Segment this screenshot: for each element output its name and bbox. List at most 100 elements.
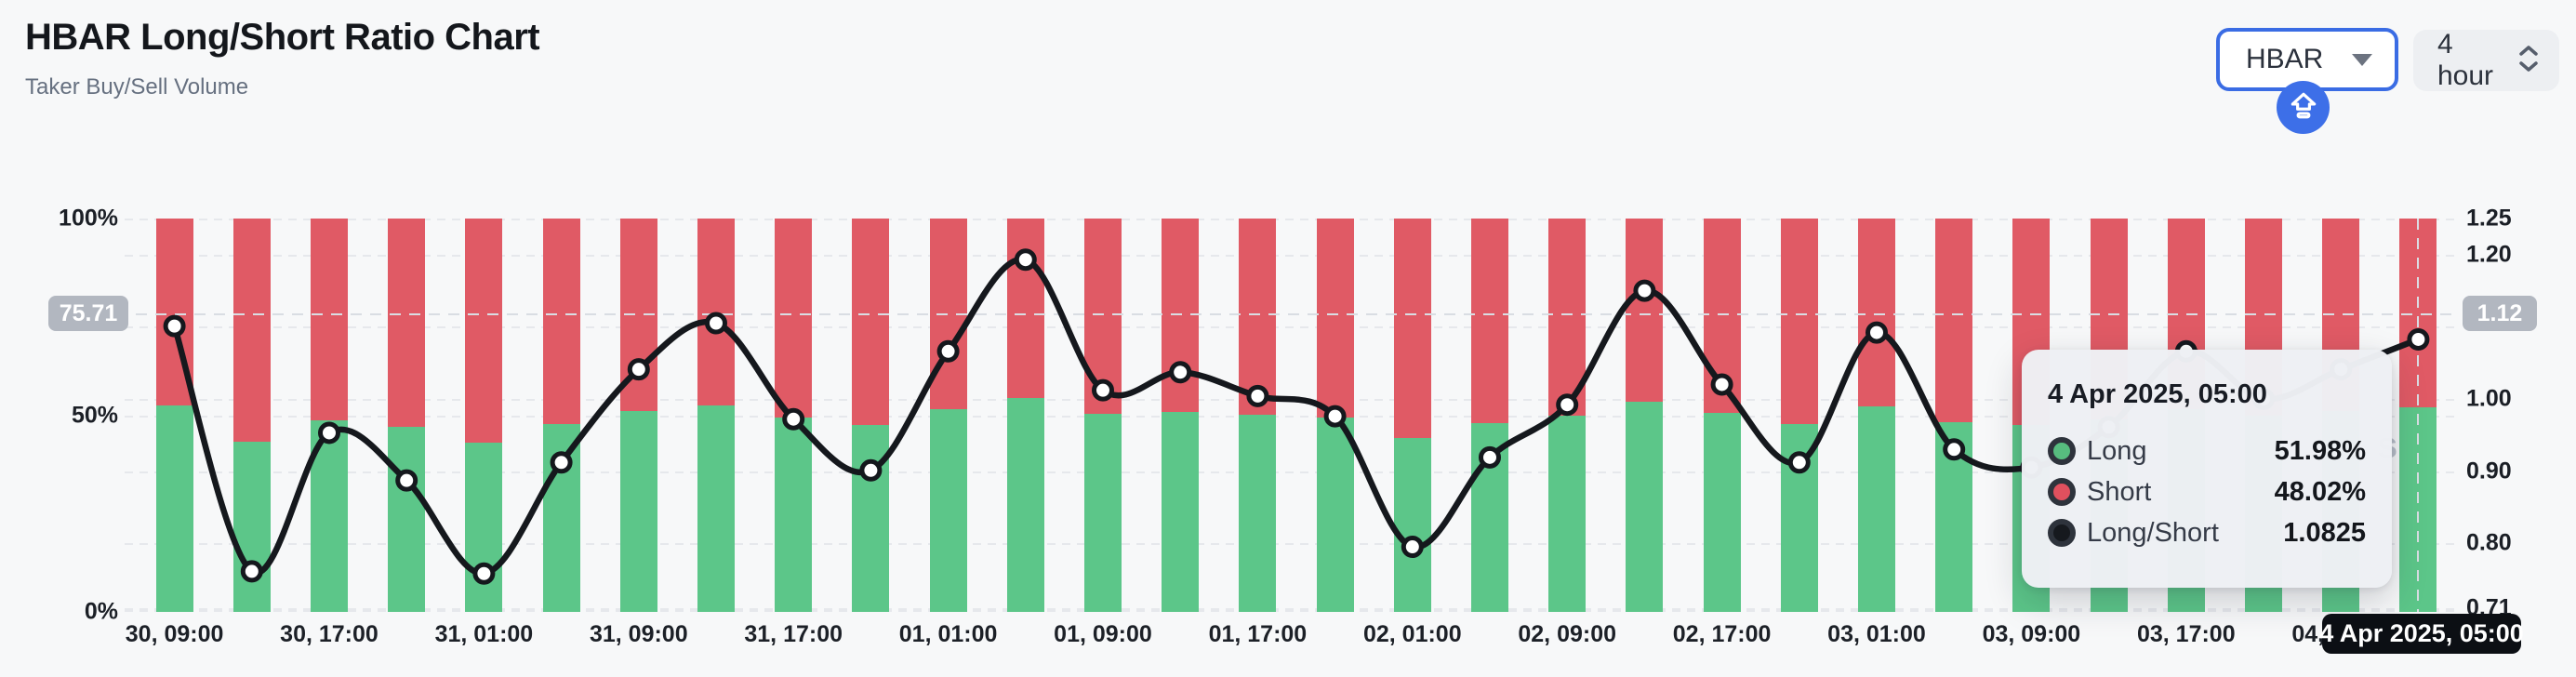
gridline	[125, 416, 2457, 418]
data-point-marker-18[interactable]	[1556, 393, 1579, 417]
crosshair-vertical-line	[2417, 219, 2420, 612]
long-segment	[1239, 415, 1277, 612]
short-segment	[1935, 219, 1973, 423]
long-segment	[388, 427, 426, 612]
short-segment	[388, 219, 426, 428]
gridline	[125, 471, 2457, 473]
bar-22[interactable]	[1858, 219, 1895, 612]
short-segment	[775, 219, 813, 418]
bar-17[interactable]	[1471, 219, 1508, 612]
bar-9[interactable]	[852, 219, 890, 612]
short-segment	[1239, 219, 1277, 416]
data-point-marker-17[interactable]	[1479, 445, 1501, 469]
right-axis-label: 1.00	[2466, 385, 2512, 412]
tooltip-row: Long/Short 1.0825	[2048, 512, 2366, 553]
bar-8[interactable]	[775, 219, 813, 612]
long-segment	[1162, 411, 1200, 612]
data-point-marker-12[interactable]	[1092, 378, 1114, 402]
series-marker-icon	[2048, 437, 2076, 465]
long-segment	[1316, 418, 1354, 612]
tooltip-row: Short 48.02%	[2048, 471, 2366, 512]
series-marker-icon	[2048, 478, 2076, 506]
short-segment	[697, 219, 735, 405]
right-axis-label: 0.90	[2466, 458, 2512, 485]
x-axis-label: 31, 01:00	[434, 621, 534, 647]
data-point-marker-3[interactable]	[395, 469, 418, 492]
crosshair-horizontal-line	[136, 313, 2457, 315]
short-segment	[1316, 219, 1354, 418]
bar-18[interactable]	[1548, 219, 1587, 612]
gridline	[125, 326, 2457, 328]
long-segment	[232, 442, 271, 612]
x-axis-label: 02, 01:00	[1362, 621, 1462, 647]
x-axis-label: 30, 17:00	[280, 621, 378, 647]
data-point-marker-15[interactable]	[1323, 405, 1347, 428]
short-segment	[542, 219, 580, 425]
bar-0[interactable]	[155, 219, 193, 612]
data-point-marker-2[interactable]	[318, 421, 340, 445]
data-point-marker-11[interactable]	[1014, 248, 1037, 272]
crosshair-left-value-badge: 75.71	[48, 296, 128, 331]
x-axis-label: 30, 09:00	[125, 621, 224, 647]
short-segment	[852, 219, 890, 426]
long-segment	[619, 411, 657, 612]
bar-11[interactable]	[1006, 219, 1044, 612]
data-point-marker-4[interactable]	[472, 562, 496, 585]
data-point-marker-29[interactable]	[2407, 327, 2430, 351]
x-axis-label: 31, 09:00	[589, 621, 688, 647]
symbol-dropdown-value: HBAR	[2246, 44, 2324, 74]
tooltip-row: Long 51.98%	[2048, 431, 2366, 471]
right-axis-label: 0.80	[2466, 529, 2512, 556]
bar-1[interactable]	[232, 219, 271, 612]
bar-20[interactable]	[1703, 219, 1741, 612]
tooltip-series-value: 1.0825	[2283, 517, 2366, 548]
chevron-down-icon	[2352, 53, 2372, 66]
tooltip-title: 4 Apr 2025, 05:00	[2048, 379, 2267, 409]
data-point-marker-8[interactable]	[782, 407, 805, 431]
tooltip-series-label: Long/Short	[2087, 517, 2219, 548]
data-point-marker-21[interactable]	[1787, 451, 1811, 474]
interval-dropdown-value: 4 hour	[2437, 29, 2494, 91]
bar-15[interactable]	[1316, 219, 1354, 612]
data-point-marker-13[interactable]	[1169, 361, 1192, 384]
data-point-marker-7[interactable]	[705, 312, 727, 335]
left-axis-label: 100%	[59, 205, 118, 232]
bar-7[interactable]	[697, 219, 735, 612]
data-point-marker-14[interactable]	[1246, 384, 1269, 407]
interval-dropdown[interactable]: 4 hour	[2413, 29, 2559, 91]
data-point-marker-22[interactable]	[1866, 321, 1888, 344]
data-point-marker-19[interactable]	[1633, 279, 1656, 302]
symbol-dropdown[interactable]: HBAR	[2216, 28, 2398, 91]
long-segment	[929, 408, 967, 612]
bar-12[interactable]	[1084, 219, 1122, 612]
x-axis-label: 31, 17:00	[744, 621, 843, 647]
data-point-marker-1[interactable]	[240, 560, 263, 583]
long-segment	[1084, 414, 1122, 612]
right-axis-label: 1.25	[2466, 205, 2512, 232]
chart-tooltip: 4 Apr 2025, 05:00 Long 51.98% Short 48.02% L…	[2022, 350, 2392, 588]
data-point-marker-5[interactable]	[550, 451, 573, 474]
tooltip-rows: Long 51.98% Short 48.02% Long/Short 1.0825	[2048, 431, 2366, 553]
gridline	[125, 219, 2457, 220]
short-segment	[1471, 219, 1508, 424]
short-segment	[1626, 219, 1664, 402]
bar-19[interactable]	[1626, 219, 1664, 612]
long-segment	[1703, 413, 1741, 612]
x-axis-label: 01, 17:00	[1208, 621, 1308, 647]
bar-16[interactable]	[1393, 219, 1431, 612]
bar-2[interactable]	[311, 219, 348, 612]
data-point-marker-16[interactable]	[1401, 536, 1424, 559]
data-point-marker-23[interactable]	[1943, 438, 1966, 461]
data-point-marker-20[interactable]	[1710, 373, 1733, 396]
data-point-marker-0[interactable]	[163, 314, 186, 338]
data-point-marker-9[interactable]	[859, 458, 883, 482]
long-segment	[1006, 397, 1044, 612]
x-axis-label: 02, 09:00	[1518, 621, 1617, 647]
bar-14[interactable]	[1239, 219, 1277, 612]
data-point-marker-10[interactable]	[936, 339, 960, 363]
data-point-marker-6[interactable]	[627, 358, 650, 381]
short-segment	[1780, 219, 1818, 425]
page-subtitle: Taker Buy/Sell Volume	[25, 74, 249, 100]
bar-3[interactable]	[388, 219, 426, 612]
long-segment	[697, 405, 735, 612]
